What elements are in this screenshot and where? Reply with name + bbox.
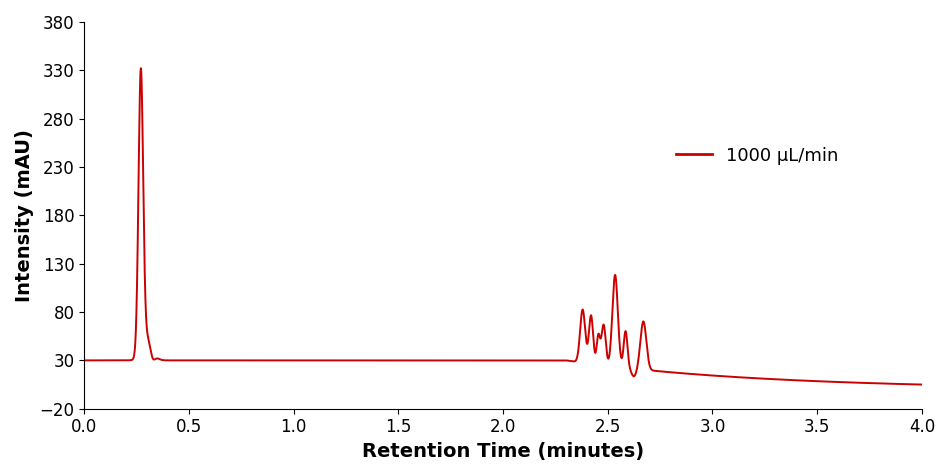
Legend: 1000 μL/min: 1000 μL/min — [669, 139, 846, 172]
X-axis label: Retention Time (minutes): Retention Time (minutes) — [362, 442, 644, 461]
Y-axis label: Intensity (mAU): Intensity (mAU) — [15, 129, 34, 302]
